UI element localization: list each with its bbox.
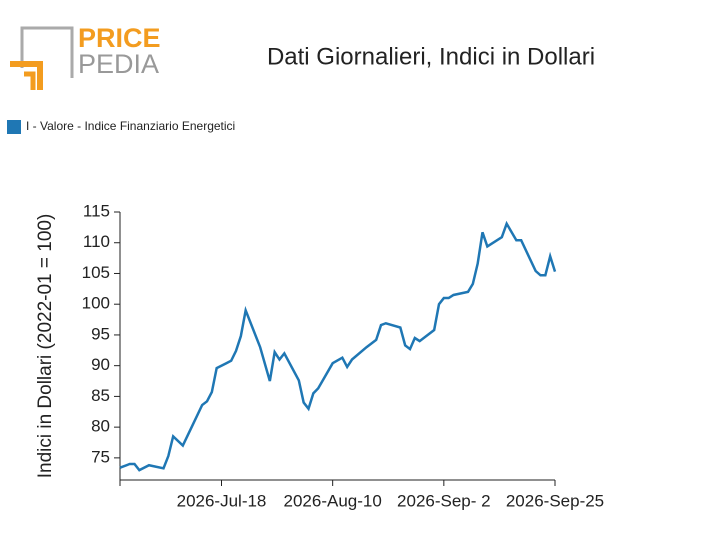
y-tick-label: 90 (91, 355, 110, 374)
y-tick-label: 110 (83, 232, 110, 251)
y-tick-label: 105 (82, 263, 110, 282)
chart-title: Dati Giornalieri, Indici in Dollari (267, 43, 595, 70)
x-tick-label: 2026-Jul-18 (177, 491, 267, 510)
y-tick-label: 75 (91, 447, 110, 466)
legend-label: I - Valore - Indice Finanziario Energeti… (26, 119, 235, 133)
logo-top: PRICE (78, 23, 161, 53)
y-tick-label: 100 (82, 294, 110, 313)
y-axis-label: Indici in Dollari (2022-01 = 100) (35, 214, 56, 479)
y-tick-label: 115 (83, 201, 110, 220)
logo-mark (10, 26, 74, 90)
legend-swatch (7, 120, 21, 134)
y-tick-label: 85 (91, 386, 110, 405)
x-tick-label: 2026-Sep- 2 (397, 491, 491, 510)
logo-bottom: PEDIA (78, 49, 159, 79)
x-tick-label: 2026-Sep-25 (506, 491, 604, 510)
y-tick-label: 95 (91, 324, 110, 343)
line (119, 220, 557, 472)
x-tick-label: 2026-Aug-10 (284, 491, 382, 510)
y-tick-label: 80 (91, 417, 110, 436)
